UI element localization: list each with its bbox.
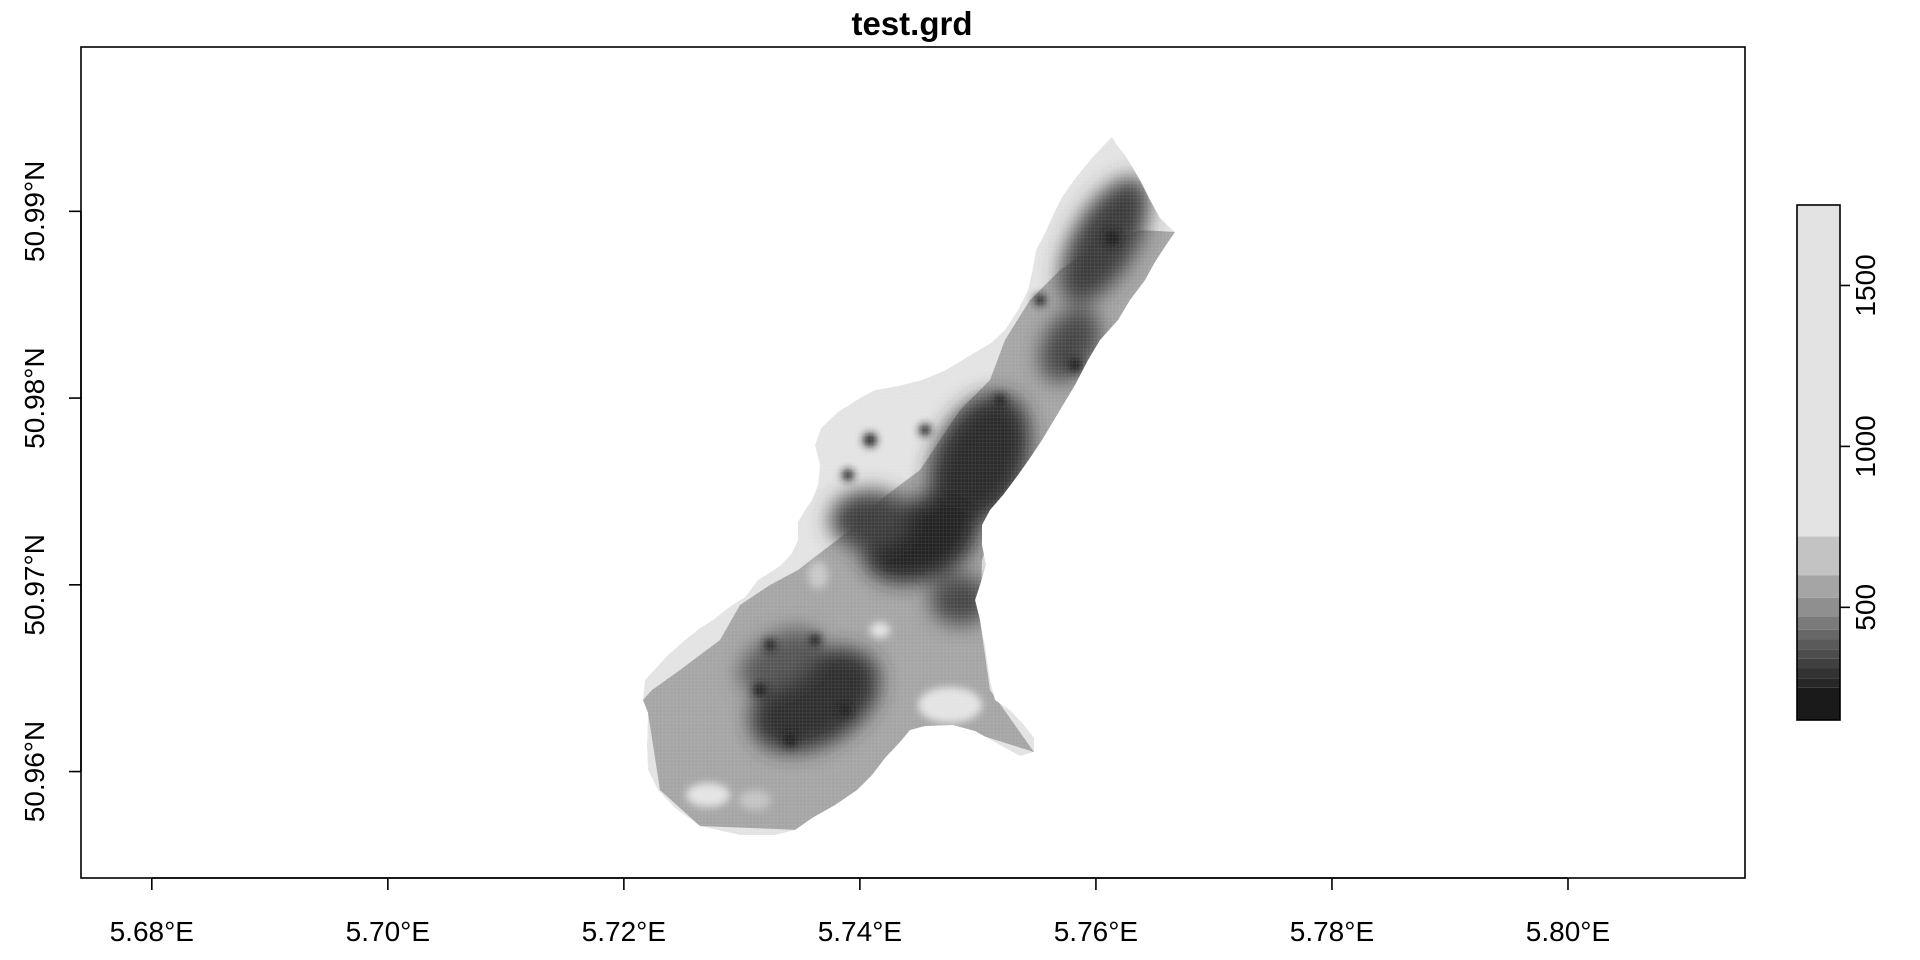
legend-bin: [1797, 575, 1840, 598]
legend-bin: [1797, 658, 1840, 669]
y-tick-label: 50.98°N: [19, 347, 50, 449]
legend-bin: [1797, 687, 1840, 720]
legend-bin: [1797, 617, 1840, 630]
y-tick-label: 50.99°N: [19, 161, 50, 263]
color-legend: 500 1000 1500: [1796, 204, 1881, 721]
x-tick-label: 5.72°E: [582, 916, 666, 947]
legend-bin: [1797, 668, 1840, 679]
y-tick-label: 50.96°N: [19, 721, 50, 823]
legend-frame: [1796, 204, 1841, 721]
x-tick-label: 5.76°E: [1054, 916, 1138, 947]
legend-tick-label: 500: [1850, 584, 1881, 631]
legend-bin: [1797, 678, 1840, 688]
x-tick-label: 5.68°E: [110, 916, 194, 947]
raster-layer: [643, 137, 1175, 835]
legend-tick-label: 1000: [1850, 415, 1881, 477]
y-tick-label: 50.97°N: [19, 534, 50, 636]
legend-bin: [1797, 597, 1840, 617]
x-tick-label: 5.78°E: [1290, 916, 1374, 947]
legend-bin: [1797, 536, 1840, 576]
legend-bin: [1797, 649, 1840, 659]
y-axis: 50.96°N 50.97°N 50.98°N 50.99°N: [19, 161, 82, 823]
legend-bin: [1797, 205, 1840, 537]
legend-bin: [1797, 639, 1840, 650]
map-title: test.grd: [851, 5, 972, 42]
legend-tick-label: 1500: [1850, 254, 1881, 316]
x-tick-label: 5.80°E: [1526, 916, 1610, 947]
x-tick-label: 5.70°E: [346, 916, 430, 947]
x-axis: 5.68°E 5.70°E 5.72°E 5.74°E 5.76°E 5.78°E 5.80…: [110, 877, 1610, 947]
legend-bin: [1797, 629, 1840, 640]
x-tick-label: 5.74°E: [818, 916, 902, 947]
